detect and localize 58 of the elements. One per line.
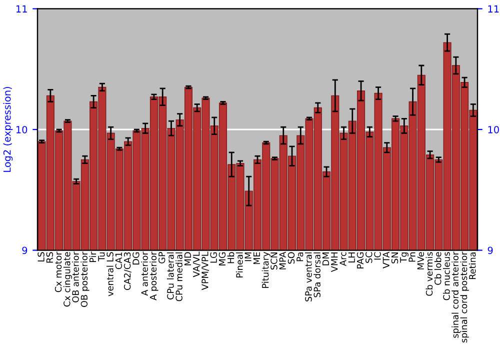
- x-tick-label: Cb lobe: [434, 252, 442, 285]
- x-tick-label: spinal cord anterior: [452, 252, 460, 338]
- x-tick-label: SPa dorsal: [314, 252, 320, 298]
- y2-tick-label: 9: [488, 246, 493, 254]
- x-tick-label: CA2/CA3: [124, 252, 132, 290]
- x-tick-label: Pa: [296, 252, 304, 262]
- x-tick-label: OB anterior: [72, 252, 79, 302]
- x-tick-label: LS: [38, 252, 44, 262]
- x-tick-label: Retina: [468, 252, 476, 280]
- x-tick-label: SCN: [270, 252, 278, 270]
- x-tick-label: RS: [46, 252, 54, 263]
- x-tick-label: Cb vermis: [426, 252, 433, 296]
- x-tick-label: Cx cingulate: [63, 252, 72, 307]
- x-tick-label: Tu: [98, 252, 105, 262]
- x-tick-label: Pineal: [236, 252, 243, 278]
- x-tick-label: VPM/VPL: [202, 252, 210, 290]
- y-tick-label: 10: [16, 126, 28, 134]
- x-tick-label: SPa ventral: [304, 252, 312, 302]
- x-tick-label: VMH: [331, 252, 338, 272]
- y2-tick-label: 10: [488, 126, 499, 134]
- x-tick-label: Pir: [89, 252, 96, 262]
- x-tick-label: MVe: [417, 252, 424, 270]
- x-tick-label: IM: [244, 252, 252, 262]
- x-tick-label: A posterior: [150, 252, 158, 300]
- y2-tick-label: 11: [488, 5, 499, 12]
- x-tick-label: Arc: [340, 252, 346, 266]
- x-tick-label: Pn: [408, 252, 416, 262]
- x-tick-label: LG: [210, 252, 217, 263]
- x-tick-label: CPu medial: [176, 252, 182, 302]
- x-tick-label: OB posterior: [80, 252, 90, 307]
- x-tick-label: Pituitary: [262, 252, 270, 288]
- x-tick-label: MG: [218, 252, 226, 266]
- x-tick-label: LH: [348, 252, 355, 262]
- x-tick-label: VA/VL: [193, 252, 200, 278]
- x-tick-label: ME: [253, 252, 260, 264]
- x-tick-label: ventral LS: [106, 252, 114, 296]
- x-tick-label: CPu lateral: [166, 252, 174, 300]
- x-tick-label: DM: [322, 252, 329, 266]
- x-tick-label: DG: [132, 252, 140, 264]
- x-tick-label: SC: [366, 252, 372, 263]
- x-tick-label: spinal cord posterior: [460, 252, 469, 342]
- y-axis-title: Log2 (expression): [3, 87, 13, 172]
- x-tick-label: VTA: [382, 252, 390, 268]
- x-tick-label: CA1: [115, 252, 122, 270]
- y-tick-label: 9: [22, 246, 28, 254]
- x-tick-label: SN: [391, 252, 398, 264]
- x-tick-label: Tg: [400, 252, 408, 263]
- x-tick-label: Cb nucleus: [443, 252, 450, 300]
- x-tick-label: Hb: [227, 252, 234, 264]
- x-tick-label: IC: [374, 252, 381, 260]
- x-tick-label: MD: [184, 252, 191, 266]
- x-tick-label: SO: [288, 252, 295, 264]
- y-tick-label: 11: [16, 5, 27, 12]
- x-tick-label: A anterior: [141, 252, 148, 296]
- x-tick-label: MPA: [279, 252, 286, 270]
- x-tick-label: PAG: [356, 252, 364, 268]
- x-tick-label: Cx motor: [54, 252, 62, 292]
- x-tick-label: GP: [158, 252, 166, 264]
